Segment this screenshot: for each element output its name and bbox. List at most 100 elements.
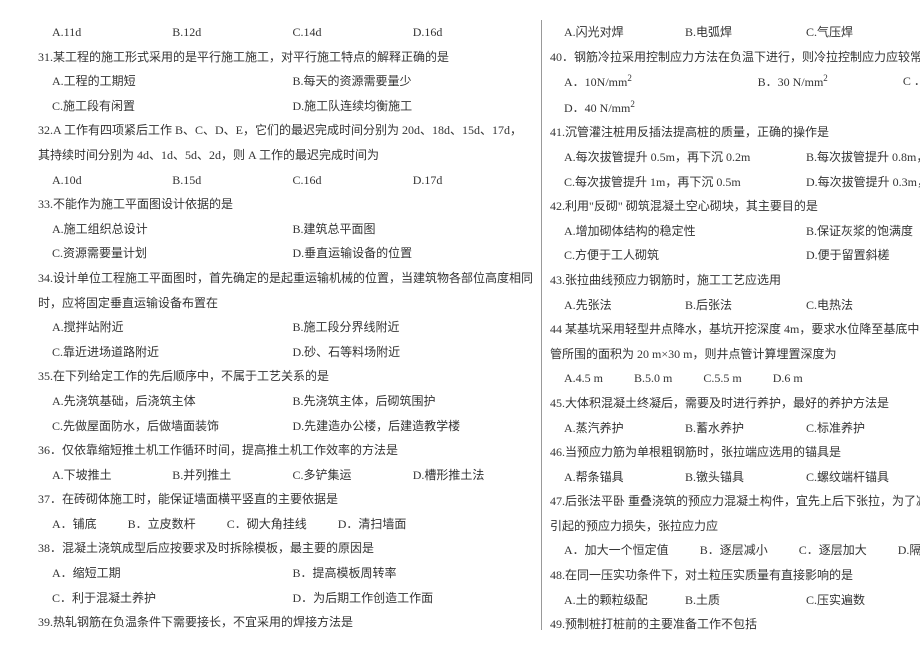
opt-c: C.螺纹端杆锚具	[806, 465, 920, 490]
opt-c: C.16d	[293, 168, 413, 193]
q38-row1: A．缩短工期 B．提高模板周转率	[38, 561, 533, 586]
opt-d: D.17d	[413, 168, 533, 193]
opt-d: D.16d	[413, 20, 533, 45]
opt-c: C.先做屋面防水，后做墙面装饰	[52, 414, 293, 439]
opt-b: B.镦头锚具	[685, 465, 806, 490]
opt-b: B.12d	[172, 20, 292, 45]
q41-row2: C.每次拔管提升 1m，再下沉 0.5m D.每次拔管提升 0.3m，再下沉 0…	[550, 170, 920, 195]
opt-a: A.增加砌体结构的稳定性	[564, 219, 806, 244]
opt-c: C.5.5 m	[703, 371, 741, 385]
opt-c: C ． 20	[903, 69, 920, 95]
q32: 32.A 工作有四项紧后工作 B、C、D、E，它们的最迟完成时间分别为 20d、…	[38, 118, 533, 143]
q33: 33.不能作为施工平面图设计依据的是	[38, 192, 533, 217]
opt-a: A.蒸汽养护	[564, 416, 685, 441]
opt-b: B．提高模板周转率	[293, 561, 534, 586]
opt-b: B．30 N/mm2	[758, 69, 903, 95]
opt-a: A.先张法	[564, 293, 685, 318]
opt-a: A.先浇筑基础，后浇筑主体	[52, 389, 293, 414]
q48-options: A.土的颗粒级配 B.土质 C.压实遍数 D.土料含水量	[550, 588, 920, 613]
opt-a: A．铺底	[52, 517, 97, 531]
q41: 41.沉管灌注桩用反插法提高桩的质量，正确的操作是	[550, 120, 920, 145]
q42-row1: A.增加砌体结构的稳定性 B.保证灰浆的饱满度	[550, 219, 920, 244]
opt-d: D.施工队连续均衡施工	[293, 94, 534, 119]
q33-row1: A.施工组织总设计 B.建筑总平面图	[38, 217, 533, 242]
q40-row2: D．40 N/mm2	[550, 95, 920, 121]
opt-c: C.靠近进场道路附近	[52, 340, 293, 365]
q39-options: A.闪光对焊 B.电弧焊 C.气压焊 D.电渣压力焊	[550, 20, 920, 45]
opt-c: C.每次拔管提升 1m，再下沉 0.5m	[564, 170, 806, 195]
opt-d: D.砂、石等料场附近	[293, 340, 534, 365]
q34-row1: A.搅拌站附近 B.施工段分界线附近	[38, 315, 533, 340]
opt-b: B.蓄水养护	[685, 416, 806, 441]
q39: 39.热轧钢筋在负温条件下需要接长，不宜采用的焊接方法是	[38, 610, 533, 635]
opt-d: D.垂直运输设备的位置	[293, 241, 534, 266]
opt-d: D．为后期工作创造工作面	[293, 586, 534, 611]
q31: 31.某工程的施工形式采用的是平行施工施工，对平行施工特点的解释正确的是	[38, 45, 533, 70]
opt-a: A.11d	[52, 20, 172, 45]
opt-d: D.槽形推土法	[413, 463, 533, 488]
q47-cont: 引起的预应力损失，张拉应力应	[550, 514, 920, 539]
opt-a: A.土的颗粒级配	[564, 588, 685, 613]
opt-b: B.土质	[685, 588, 806, 613]
q32-options: A.10d B.15d C.16d D.17d	[38, 168, 533, 193]
q47: 47.后张法平卧 重叠浇筑的预应力混凝土构件，宜先上后下张拉，为了减小上下层之间…	[550, 489, 920, 514]
q33-row2: C.资源需要量计划 D.垂直运输设备的位置	[38, 241, 533, 266]
q36: 36．仅依靠缩短推土机工作循环时间，提高推土机工作效率的方法是	[38, 438, 533, 463]
q37: 37．在砖砌体施工时，能保证墙面横平竖直的主要依据是	[38, 487, 533, 512]
opt-d: D.便于留置斜槎	[806, 243, 920, 268]
q43-options: A.先张法 B.后张法 C.电热法 D.ABC 均可	[550, 293, 920, 318]
q34-row2: C.靠近进场道路附近 D.砂、石等料场附近	[38, 340, 533, 365]
q34: 34.设计单位工程施工平面图时，首先确定的是起重运输机械的位置，当建筑物各部位高…	[38, 266, 533, 291]
q44-cont: 管所围的面积为 20 m×30 m，则井点管计算埋置深度为	[550, 342, 920, 367]
opt-c: C．利于混凝土养护	[52, 586, 293, 611]
q31-row1: A.工程的工期短 B.每天的资源需要量少	[38, 69, 533, 94]
q41-row1: A.每次拔管提升 0.5m，再下沉 0.2m B.每次拔管提升 0.8m，再下沉…	[550, 145, 920, 170]
opt-c: C.多铲集运	[293, 463, 413, 488]
opt-c: C.压实遍数	[806, 588, 920, 613]
right-column: A.闪光对焊 B.电弧焊 C.气压焊 D.电渣压力焊 40．钢筋冷拉采用控制应力…	[542, 20, 920, 630]
opt-a: A.工程的工期短	[52, 69, 293, 94]
opt-d: D.每次拔管提升 0.3m，再下沉 0.5m	[806, 170, 920, 195]
opt-b: B.每天的资源需要量少	[293, 69, 534, 94]
q42: 42.利用"反砌" 砌筑混凝土空心砌块，其主要目的是	[550, 194, 920, 219]
opt-b: B.先浇筑主体，后砌筑围护	[293, 389, 534, 414]
opt-a: A．缩短工期	[52, 561, 293, 586]
q38-row2: C．利于混凝土养护 D．为后期工作创造工作面	[38, 586, 533, 611]
opt-a: A.搅拌站附近	[52, 315, 293, 340]
opt-a: A.闪光对焊	[564, 20, 685, 45]
opt-b: B．逐层减小	[700, 543, 768, 557]
opt-d: D.6 m	[773, 371, 803, 385]
q44-options: A.4.5 m B.5.0 m C.5.5 m D.6 m	[550, 366, 920, 391]
opt-a: A．加大一个恒定值	[564, 543, 669, 557]
q47-options: A．加大一个恒定值 B．逐层减小 C．逐层加大 D.隔层加大	[550, 538, 920, 563]
opt-a: A.帮条锚具	[564, 465, 685, 490]
opt-b: B.保证灰浆的饱满度	[806, 219, 920, 244]
q34-cont: 时，应将固定垂直运输设备布置在	[38, 291, 533, 316]
q45-options: A.蒸汽养护 B.蓄水养护 C.标准养护 D.喷涂薄膜养生液	[550, 416, 920, 441]
opt-c: C.14d	[293, 20, 413, 45]
opt-c: C.方便于工人砌筑	[564, 243, 806, 268]
q35-row2: C.先做屋面防水，后做墙面装饰 D.先建造办公楼，后建造教学楼	[38, 414, 533, 439]
opt-d: D．清扫墙面	[338, 517, 407, 531]
opt-d: D.隔层加大	[898, 543, 920, 557]
q46-options: A.帮条锚具 B.镦头锚具 C.螺纹端杆锚具 D.JM12 型锚具	[550, 465, 920, 490]
opt-c: C．逐层加大	[799, 543, 867, 557]
q49: 49.预制桩打桩前的主要准备工作不包括	[550, 612, 920, 637]
q42-row2: C.方便于工人砌筑 D.便于留置斜槎	[550, 243, 920, 268]
opt-a: A.10d	[52, 168, 172, 193]
opt-b: B．立皮数杆	[128, 517, 196, 531]
q35: 35.在下列给定工作的先后顺序中，不属于工艺关系的是	[38, 364, 533, 389]
opt-b: B.15d	[172, 168, 292, 193]
opt-b: B.每次拔管提升 0.8m，再下沉 0.4m	[806, 145, 920, 170]
q32-cont: 其持续时间分别为 4d、1d、5d、2d，则 A 工作的最迟完成时间为	[38, 143, 533, 168]
opt-c: C．砌大角挂线	[227, 517, 307, 531]
opt-d: D．40 N/mm2	[564, 101, 635, 115]
opt-a: A．10N/mm2	[564, 69, 758, 95]
q48: 48.在同一压实功条件下，对土粒压实质量有直接影响的是	[550, 563, 920, 588]
q30-options: A.11d B.12d C.14d D.16d	[38, 20, 533, 45]
opt-a: A.施工组织总设计	[52, 217, 293, 242]
left-column: A.11d B.12d C.14d D.16d 31.某工程的施工形式采用的是平…	[30, 20, 541, 630]
q40: 40．钢筋冷拉采用控制应力方法在负温下进行，则冷拉控制应力应较常温下提高	[550, 45, 920, 70]
opt-d: D.先建造办公楼，后建造教学楼	[293, 414, 534, 439]
q46: 46.当预应力筋为单根粗钢筋时，张拉端应选用的锚具是	[550, 440, 920, 465]
